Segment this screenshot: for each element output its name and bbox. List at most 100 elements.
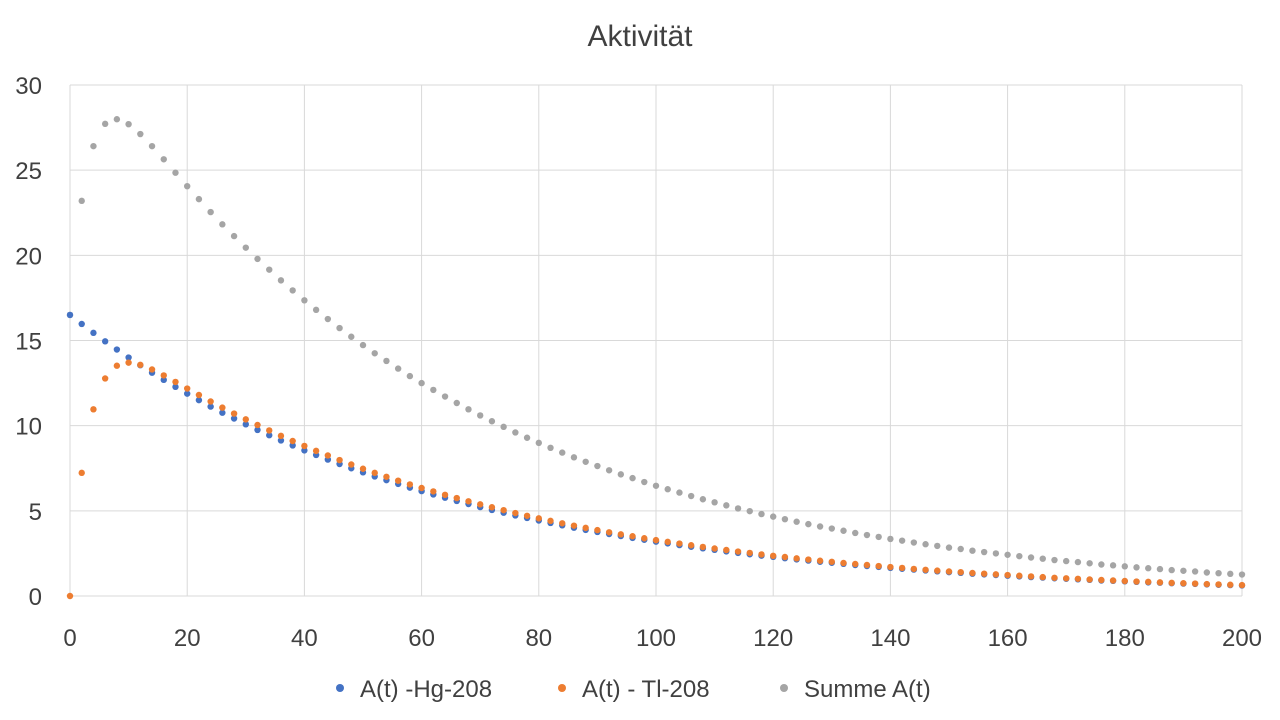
legend-item: Summe A(t) <box>780 676 931 703</box>
data-point <box>781 515 789 523</box>
data-point <box>1063 557 1070 565</box>
data-point <box>945 544 953 551</box>
data-point <box>230 415 238 422</box>
data-point <box>219 221 226 228</box>
data-point <box>910 539 918 546</box>
data-point <box>1098 576 1105 584</box>
data-point <box>383 473 390 480</box>
data-point <box>242 421 249 428</box>
gridlines <box>69 84 1243 597</box>
data-point <box>1051 574 1058 581</box>
series-1 <box>66 359 1246 600</box>
data-point <box>793 518 800 525</box>
data-point <box>512 509 519 517</box>
data-point <box>371 469 378 477</box>
data-point <box>113 362 121 369</box>
data-point <box>207 208 214 216</box>
data-point <box>805 556 812 563</box>
data-point <box>1016 552 1023 560</box>
data-point <box>512 429 519 436</box>
data-point <box>90 329 97 337</box>
data-point <box>887 563 894 571</box>
data-point <box>137 130 144 138</box>
data-point <box>101 338 109 345</box>
data-point <box>172 383 179 391</box>
data-point <box>195 396 203 404</box>
data-point <box>160 376 167 384</box>
data-point <box>723 502 730 509</box>
y-tick-label: 5 <box>29 499 42 526</box>
data-point <box>1016 572 1023 579</box>
data-point <box>734 505 742 512</box>
data-point <box>500 506 507 514</box>
data-point <box>336 324 343 332</box>
data-point <box>770 552 777 560</box>
data-point <box>1191 580 1199 587</box>
data-point <box>1156 579 1164 586</box>
data-point <box>652 536 660 544</box>
data-point <box>137 361 144 369</box>
legend-label: A(t) - Tl-208 <box>582 676 710 703</box>
data-point <box>887 535 894 543</box>
data-point <box>676 489 683 496</box>
data-point <box>266 266 273 273</box>
data-point <box>277 437 285 444</box>
data-point <box>184 182 191 190</box>
data-point <box>477 501 484 508</box>
legend-marker <box>780 684 788 692</box>
data-point <box>1004 571 1011 579</box>
data-point <box>758 551 765 558</box>
data-point <box>570 522 578 529</box>
data-point <box>359 341 367 349</box>
data-point <box>254 426 261 434</box>
data-point <box>453 494 460 502</box>
data-point <box>980 570 988 577</box>
data-point <box>1109 577 1117 584</box>
data-point <box>371 350 378 357</box>
data-point <box>699 543 707 551</box>
data-point <box>1074 558 1082 566</box>
data-point <box>898 564 906 572</box>
x-tick-label: 160 <box>988 625 1028 652</box>
data-point <box>113 116 121 123</box>
data-point <box>1180 580 1187 587</box>
data-point <box>1051 556 1058 564</box>
data-point <box>90 142 97 150</box>
data-point <box>828 525 835 532</box>
data-point <box>629 533 636 540</box>
x-tick-label: 0 <box>63 625 76 652</box>
data-point <box>641 535 648 542</box>
data-point <box>547 444 554 452</box>
data-point <box>207 403 214 410</box>
data-point <box>969 569 976 577</box>
legend-label: Summe A(t) <box>804 676 931 703</box>
data-point <box>805 520 812 528</box>
data-point <box>301 442 308 450</box>
legend-item: A(t) - Tl-208 <box>558 676 710 703</box>
data-point <box>1039 555 1046 562</box>
data-point <box>992 550 1000 557</box>
data-point <box>852 529 859 537</box>
data-point <box>1063 575 1070 582</box>
data-point <box>266 432 273 439</box>
x-tick-label: 40 <box>291 625 318 652</box>
data-point <box>758 510 765 518</box>
data-point <box>687 492 695 500</box>
data-point <box>1004 551 1011 558</box>
data-point <box>922 566 929 573</box>
data-point <box>863 531 871 539</box>
data-point <box>770 513 777 520</box>
legend-label: A(t) -Hg-208 <box>360 676 492 703</box>
x-tick-label: 80 <box>525 625 552 652</box>
data-point <box>816 523 824 530</box>
data-point <box>230 232 238 240</box>
data-point <box>828 558 835 565</box>
data-point <box>1039 573 1046 581</box>
data-point <box>535 515 542 522</box>
data-point <box>254 255 261 263</box>
data-point <box>711 545 718 552</box>
y-tick-label: 15 <box>15 329 42 356</box>
data-point <box>957 568 964 576</box>
data-point <box>125 359 132 366</box>
